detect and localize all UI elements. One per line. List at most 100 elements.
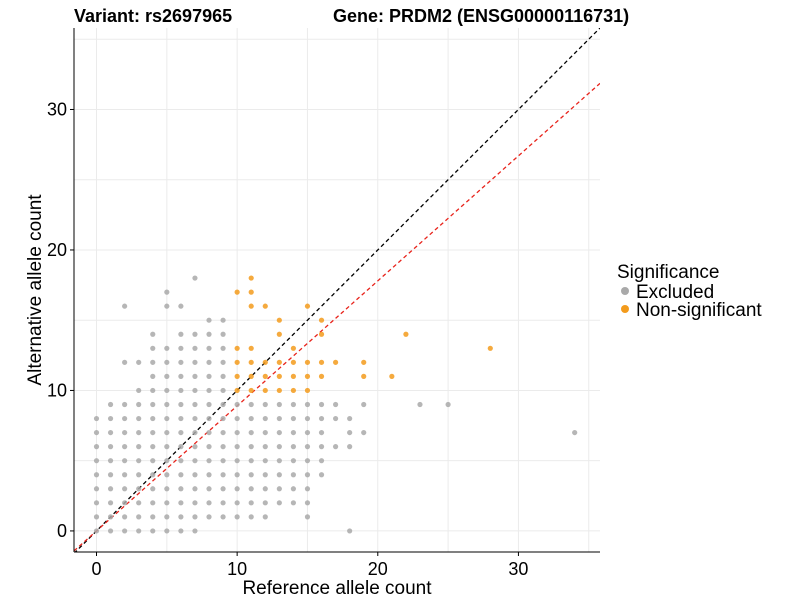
fitted-line	[74, 82, 600, 552]
point-excluded	[136, 458, 142, 464]
point-non-significant	[318, 373, 325, 379]
point-non-significant	[234, 359, 240, 365]
y-axis-ticks: 0 10 20 30	[47, 99, 74, 541]
point-excluded	[178, 387, 184, 394]
point-excluded	[262, 472, 268, 478]
point-excluded	[332, 444, 339, 450]
point-excluded	[164, 528, 170, 534]
data-points	[93, 275, 578, 534]
point-excluded	[192, 528, 198, 534]
point-excluded	[234, 429, 240, 436]
legend-label-excluded: Excluded	[636, 282, 714, 303]
point-excluded	[206, 444, 212, 450]
point-excluded	[122, 514, 128, 520]
legend-label-non-significant: Non-significant	[636, 300, 762, 321]
point-non-significant	[290, 387, 297, 394]
point-excluded	[136, 444, 142, 450]
point-excluded	[150, 345, 156, 351]
point-excluded	[276, 444, 282, 450]
point-non-significant	[304, 387, 311, 394]
point-excluded	[178, 528, 184, 534]
legend-marker-excluded	[621, 287, 629, 295]
point-non-significant	[262, 387, 268, 394]
point-excluded	[122, 429, 128, 436]
point-excluded	[192, 359, 198, 365]
point-excluded	[107, 528, 114, 534]
point-excluded	[276, 415, 282, 422]
point-excluded	[234, 444, 240, 450]
point-excluded	[262, 444, 268, 450]
identity-line	[74, 28, 600, 552]
point-excluded	[164, 500, 170, 506]
point-excluded	[220, 345, 226, 351]
point-non-significant	[276, 331, 282, 337]
point-excluded	[234, 500, 240, 506]
point-excluded	[178, 401, 184, 408]
point-excluded	[164, 289, 170, 295]
point-excluded	[122, 472, 128, 478]
reference-lines	[74, 28, 600, 552]
point-excluded	[192, 275, 198, 281]
y-tick-label: 10	[47, 380, 67, 400]
point-excluded	[206, 514, 212, 520]
point-excluded	[164, 458, 170, 464]
point-excluded	[93, 528, 100, 534]
point-excluded	[93, 458, 100, 464]
point-excluded	[122, 444, 128, 450]
point-excluded	[93, 486, 100, 492]
point-non-significant	[276, 317, 282, 323]
point-excluded	[206, 486, 212, 492]
point-excluded	[206, 331, 212, 337]
point-excluded	[150, 373, 156, 379]
point-excluded	[220, 429, 226, 436]
point-excluded	[290, 472, 297, 478]
point-excluded	[248, 486, 254, 492]
point-excluded	[206, 458, 212, 464]
point-excluded	[248, 472, 254, 478]
point-non-significant	[248, 359, 254, 365]
point-excluded	[276, 486, 282, 492]
point-non-significant	[234, 387, 240, 394]
point-excluded	[234, 401, 240, 408]
x-axis-title: Reference allele count	[242, 578, 432, 599]
point-excluded	[262, 458, 268, 464]
point-excluded	[220, 415, 226, 422]
point-excluded	[206, 500, 212, 506]
point-excluded	[122, 303, 128, 309]
point-excluded	[276, 458, 282, 464]
point-excluded	[150, 429, 156, 436]
point-non-significant	[276, 387, 282, 394]
point-excluded	[178, 458, 184, 464]
y-axis-title: Alternative allele count	[25, 194, 46, 386]
point-excluded	[248, 415, 254, 422]
point-excluded	[178, 500, 184, 506]
point-excluded	[248, 458, 254, 464]
point-excluded	[206, 415, 212, 422]
point-excluded	[206, 401, 212, 408]
point-excluded	[220, 317, 226, 323]
point-excluded	[361, 429, 367, 436]
point-excluded	[262, 486, 268, 492]
point-excluded	[220, 387, 226, 394]
point-excluded	[150, 415, 156, 422]
chart-title-variant: Variant: rs2697965	[74, 6, 232, 26]
point-excluded	[234, 472, 240, 478]
point-excluded	[347, 444, 353, 450]
point-excluded	[192, 387, 198, 394]
point-excluded	[150, 444, 156, 450]
point-excluded	[164, 514, 170, 520]
point-non-significant	[403, 331, 409, 337]
point-excluded	[220, 401, 226, 408]
point-non-significant	[262, 373, 268, 379]
point-excluded	[150, 458, 156, 464]
point-excluded	[290, 401, 297, 408]
point-excluded	[318, 458, 325, 464]
point-excluded	[318, 472, 325, 478]
point-excluded	[164, 373, 170, 379]
point-excluded	[248, 429, 254, 436]
point-non-significant	[248, 289, 254, 295]
point-excluded	[234, 458, 240, 464]
point-non-significant	[248, 373, 254, 379]
point-non-significant	[262, 303, 268, 309]
point-excluded	[206, 345, 212, 351]
